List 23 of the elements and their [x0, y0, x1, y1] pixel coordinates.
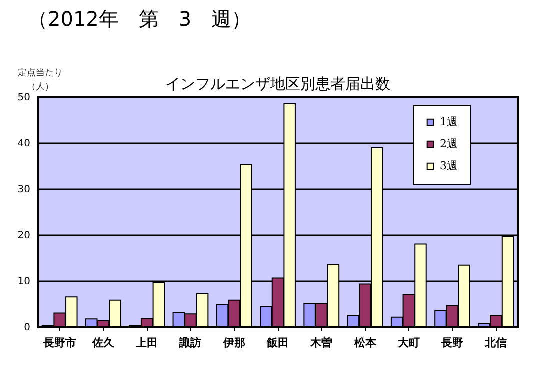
x-tick-label: 長野市: [42, 336, 76, 350]
x-tick-label: 松本: [353, 336, 378, 350]
chart-subtitle: インフルエンザ地区別患者届出数: [166, 75, 390, 93]
y-axis-title: 定点当たり（人）: [18, 68, 63, 92]
x-tick-label: 木曽: [310, 336, 333, 350]
x-tick-label: 大町: [398, 336, 420, 350]
y-tick-label: 20: [18, 230, 30, 242]
x-tick-label: 上田: [135, 336, 158, 350]
y-tick-label: 40: [18, 138, 30, 150]
x-tick-label: 北信: [484, 336, 508, 350]
x-tick-label: 飯田: [266, 336, 289, 350]
chart-title: （2012年 第 3 週）: [28, 7, 252, 31]
legend-label: 3週: [440, 160, 458, 172]
y-tick-label: 30: [18, 184, 30, 196]
legend-label: 1週: [440, 116, 458, 128]
y-tick-label: 10: [18, 276, 30, 288]
y-tick-label: 0: [24, 322, 30, 334]
x-tick-label: 佐久: [91, 336, 116, 350]
x-tick-label: 諏訪: [178, 336, 202, 350]
x-tick-label: 長野: [440, 336, 464, 350]
legend-label: 2週: [440, 138, 458, 150]
x-tick-label: 伊那: [222, 336, 246, 350]
y-tick-label: 50: [18, 92, 30, 104]
